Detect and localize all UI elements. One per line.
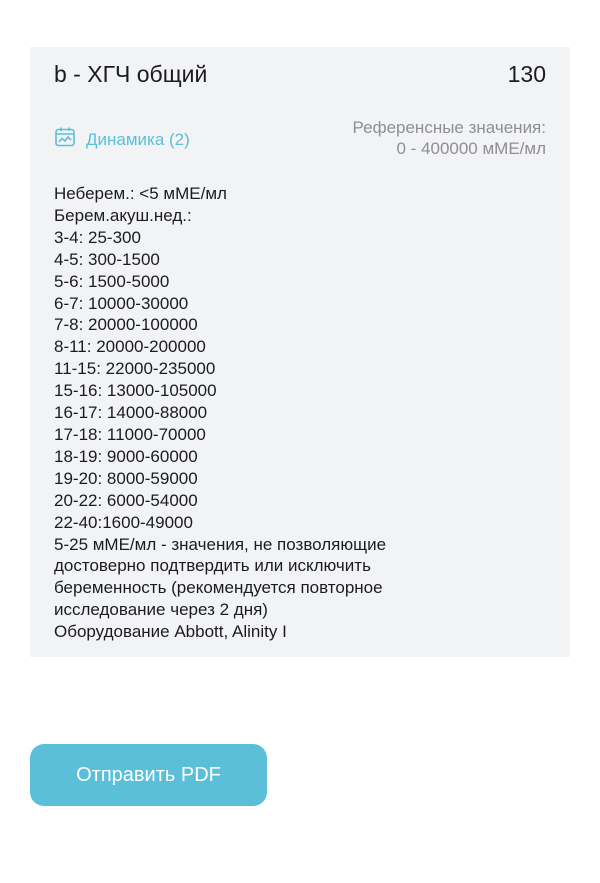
note-line: 5-6: 1500-5000 bbox=[54, 271, 170, 291]
note-line: 18-19: 9000-60000 bbox=[54, 446, 198, 466]
reference-label: Референсные значения: bbox=[352, 118, 546, 137]
note-line: 8-11: 20000-200000 bbox=[54, 337, 206, 357]
dynamics-label: Динамика (2) bbox=[86, 129, 190, 149]
note-line: Берем.акуш.нед.: bbox=[54, 205, 192, 225]
note-line: 20-22: 6000-54000 bbox=[54, 490, 198, 510]
note-line: 11-15: 22000-235000 bbox=[54, 359, 216, 379]
calendar-chart-icon bbox=[54, 126, 86, 153]
note-line: 7-8: 20000-100000 bbox=[54, 315, 198, 335]
notes: Неберем.: <5 мМЕ/мл Берем.акуш.нед.: 3-4: … bbox=[54, 183, 386, 643]
test-value: 130 bbox=[507, 61, 546, 87]
dynamics-link[interactable]: Динамика (2) bbox=[54, 126, 190, 153]
note-line: 19-20: 8000-59000 bbox=[54, 468, 198, 488]
note-line: 16-17: 14000-88000 bbox=[54, 403, 208, 423]
reference-range: 0 - 400000 мМЕ/мл bbox=[396, 139, 546, 158]
note-line: Оборудование Abbott, Alinity I bbox=[54, 622, 287, 642]
send-pdf-button[interactable]: Отправить PDF bbox=[30, 744, 267, 806]
reference-values: Референсные значения: 0 - 400000 мМЕ/мл bbox=[353, 117, 546, 159]
test-title: b - ХГЧ общий bbox=[54, 61, 208, 87]
note-line: достоверно подтвердить или исключить bbox=[54, 556, 371, 576]
note-line: 15-16: 13000-105000 bbox=[54, 381, 217, 401]
note-line: 6-7: 10000-30000 bbox=[54, 293, 189, 313]
note-line: 17-18: 11000-70000 bbox=[54, 424, 206, 444]
result-card: b - ХГЧ общий 130 Динамика (2) Референсн… bbox=[30, 47, 570, 657]
note-line: 5-25 мМЕ/мл - значения, не позволяющие bbox=[54, 534, 387, 554]
note-line: Неберем.: <5 мМЕ/мл bbox=[54, 184, 227, 203]
note-line: 22-40:1600-49000 bbox=[54, 512, 193, 532]
note-line: 4-5: 300-1500 bbox=[54, 249, 160, 269]
note-line: исследование через 2 дня) bbox=[54, 600, 268, 620]
note-line: 3-4: 25-300 bbox=[54, 227, 141, 247]
note-line: беременность (рекомендуется повторное bbox=[54, 578, 383, 598]
